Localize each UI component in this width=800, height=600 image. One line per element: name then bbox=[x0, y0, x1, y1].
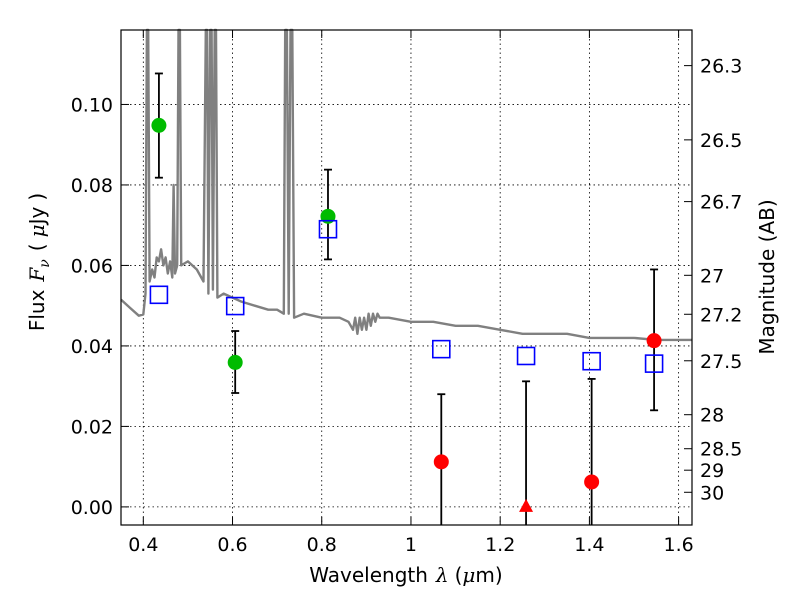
y2-tick-label: 28 bbox=[700, 405, 724, 427]
y2-tick-label: 26.7 bbox=[700, 192, 742, 214]
data-point bbox=[151, 117, 167, 133]
y2-tick-label: 26.3 bbox=[700, 56, 742, 78]
model-point bbox=[149, 285, 169, 305]
data-point bbox=[227, 354, 243, 370]
y2-axis-label: Magnitude (AB) bbox=[755, 199, 779, 354]
y2-tick-label: 27.2 bbox=[700, 304, 742, 326]
y2-tick-label: 28.5 bbox=[700, 439, 742, 461]
spectrum-line bbox=[120, 28, 692, 342]
data-point bbox=[433, 454, 449, 470]
model-point bbox=[318, 219, 338, 239]
y2-tick-label: 29 bbox=[700, 460, 724, 482]
x-tick-label: 1.2 bbox=[485, 534, 515, 556]
x-axis-label: Wavelength λ (μm) bbox=[309, 563, 502, 587]
x-tick-label: 0.8 bbox=[307, 534, 337, 556]
x-tick-label: 1.4 bbox=[574, 534, 604, 556]
x-tick-label: 1 bbox=[405, 534, 417, 556]
data-point bbox=[584, 474, 600, 490]
y-tick-label: 0.08 bbox=[71, 175, 113, 197]
model-spectrum bbox=[120, 28, 692, 342]
error-bars bbox=[154, 72, 659, 525]
model-point bbox=[516, 346, 536, 366]
data-markers bbox=[149, 117, 664, 512]
y2-tick-label: 30 bbox=[700, 482, 724, 504]
y-tick-label: 0.00 bbox=[71, 497, 113, 519]
y2-tick-label: 27.5 bbox=[700, 351, 742, 373]
data-point bbox=[320, 208, 336, 224]
model-point bbox=[644, 354, 664, 373]
model-point bbox=[225, 296, 245, 316]
x-tick-label: 0.6 bbox=[217, 534, 247, 556]
data-point bbox=[646, 333, 662, 349]
y-tick-label: 0.06 bbox=[71, 255, 113, 277]
axis-ticks: 0.4 0.6 0.8 1 1.2 1.4 1.6 0.00 0.02 0.04 0.06 0.08 0… bbox=[71, 30, 742, 556]
x-tick-label: 0.4 bbox=[128, 534, 158, 556]
y-tick-label: 0.04 bbox=[71, 336, 113, 358]
upper-limit-point bbox=[519, 498, 534, 512]
y-axis-label: FluxFν(μJy) bbox=[25, 193, 53, 331]
y2-tick-label: 26.5 bbox=[700, 130, 742, 152]
x-tick-label: 1.6 bbox=[664, 534, 694, 556]
y2-tick-label: 27 bbox=[700, 265, 724, 287]
y-tick-label: 0.10 bbox=[71, 94, 113, 116]
plot-frame bbox=[120, 29, 693, 526]
model-point bbox=[582, 351, 601, 371]
y-tick-label: 0.02 bbox=[71, 416, 113, 438]
model-point bbox=[431, 339, 451, 359]
